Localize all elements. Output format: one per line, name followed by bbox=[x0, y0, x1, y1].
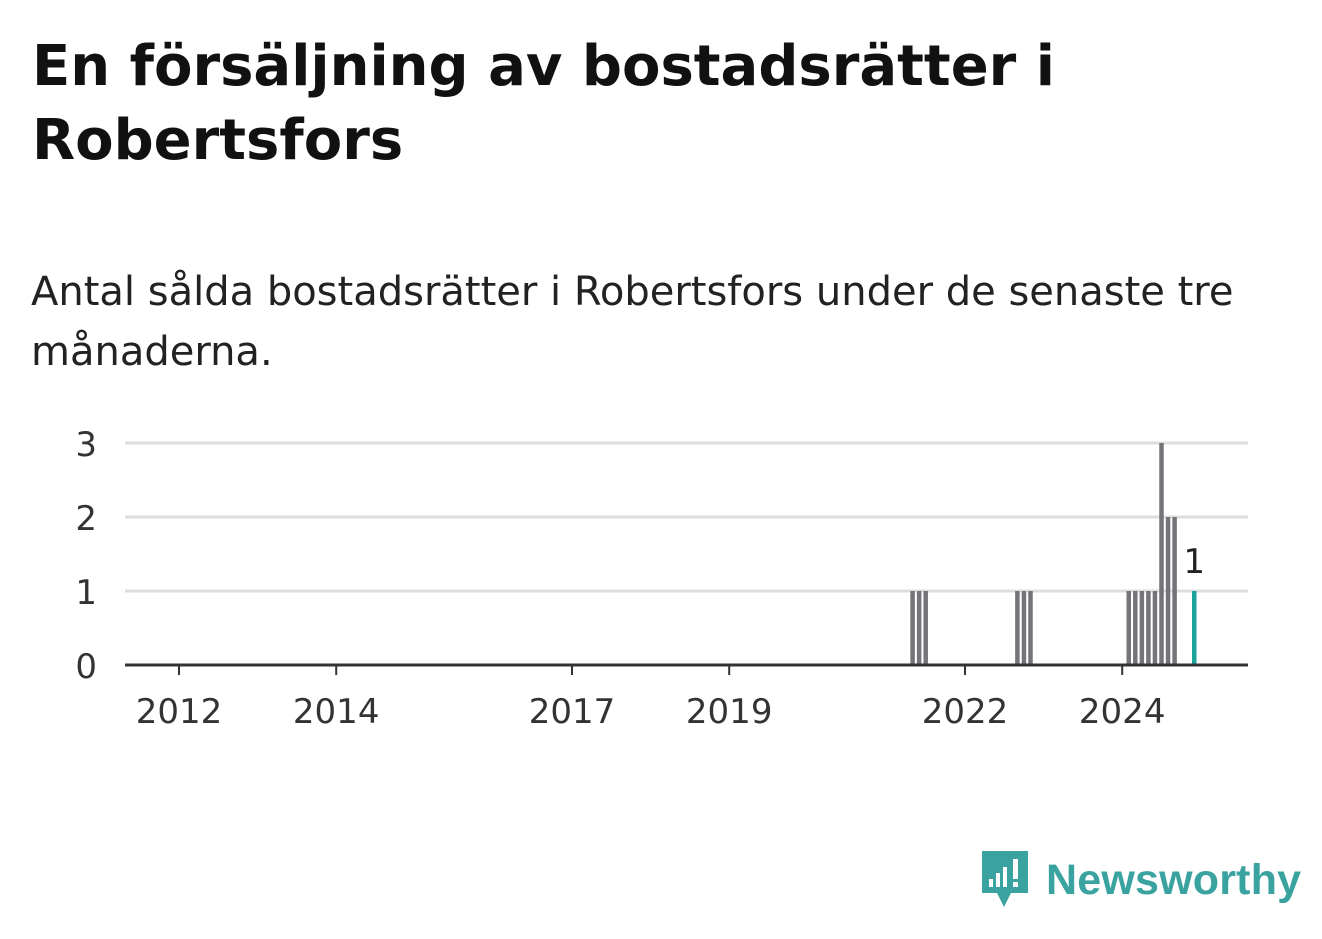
bar bbox=[923, 591, 928, 665]
bar bbox=[1159, 443, 1164, 665]
bar bbox=[910, 591, 915, 665]
bar bbox=[1139, 591, 1145, 665]
highlight-bar bbox=[1192, 591, 1197, 665]
highlight-data-label: 1 bbox=[1183, 542, 1205, 582]
y-tick-label: 2 bbox=[75, 499, 97, 539]
bar-chart: 0 1 2 3 2012 2014 2017 2019 2022 2024 1 bbox=[75, 425, 1248, 732]
x-tick-label: 2022 bbox=[922, 692, 1009, 732]
bar bbox=[1028, 591, 1033, 665]
y-tick-label: 3 bbox=[75, 425, 97, 465]
x-tick-label: 2012 bbox=[136, 692, 223, 732]
newsworthy-logo-icon bbox=[982, 851, 1028, 907]
bar bbox=[1126, 591, 1131, 665]
bar bbox=[1165, 517, 1171, 665]
x-tick-label: 2024 bbox=[1079, 692, 1166, 732]
bar bbox=[1172, 517, 1177, 665]
bar bbox=[1152, 591, 1158, 665]
x-tick-label: 2017 bbox=[529, 692, 616, 732]
bar bbox=[1021, 591, 1027, 665]
x-tick-label: 2019 bbox=[686, 692, 773, 732]
x-tick-label: 2014 bbox=[293, 692, 380, 732]
brand-logo: Newsworthy bbox=[980, 848, 1301, 912]
brand-name: Newsworthy bbox=[1046, 855, 1302, 904]
bar bbox=[1146, 591, 1151, 665]
bar bbox=[916, 591, 922, 665]
y-tick-label: 1 bbox=[75, 573, 97, 613]
bar bbox=[1133, 591, 1138, 665]
y-tick-label: 0 bbox=[75, 647, 97, 687]
chart-subtitle: Antal sålda bostadsrätter i Robertsfors … bbox=[31, 269, 1234, 375]
chart-title: En försäljning av bostadsrätter i Robert… bbox=[32, 34, 1055, 173]
bar bbox=[1015, 591, 1020, 665]
